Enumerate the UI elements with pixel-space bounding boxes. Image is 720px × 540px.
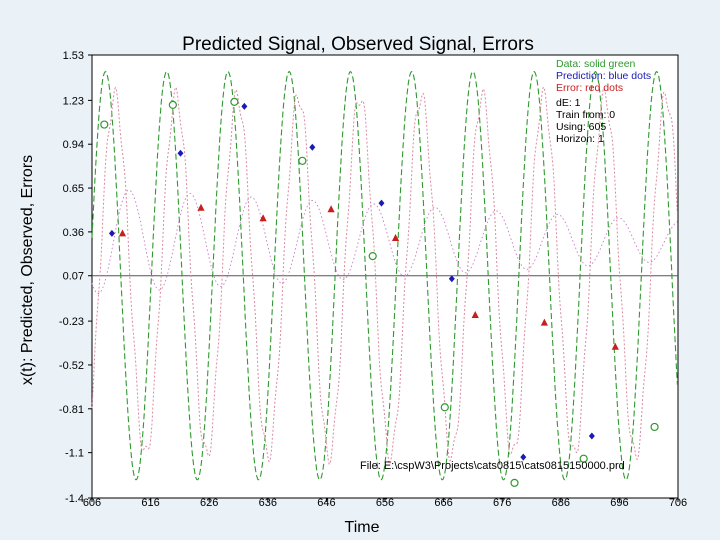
data-point: [579, 454, 588, 463]
y-tick-label: 1.23: [63, 95, 84, 107]
x-tick-label: 666: [434, 497, 452, 509]
data-point: [440, 403, 449, 412]
data-point: [100, 120, 109, 129]
data-point: [230, 97, 239, 106]
data-point: [298, 156, 307, 165]
data-point: [650, 422, 659, 432]
legend-entry: Error: red dots: [556, 82, 623, 94]
x-axis-label: Time: [345, 519, 380, 536]
info-line: Horizon: 1: [556, 133, 604, 145]
error-point: [197, 203, 205, 211]
y-tick-label: 0.07: [63, 271, 84, 283]
x-tick-label: 676: [493, 497, 511, 509]
chart-title: Predicted Signal, Observed Signal, Error…: [182, 34, 534, 55]
prediction-point: [108, 229, 115, 237]
info-line: dE: 1: [556, 97, 581, 109]
data-point: [368, 251, 377, 261]
error-point: [118, 229, 127, 237]
y-tick-label: -1.1: [65, 448, 84, 460]
prediction-point: [241, 102, 248, 110]
x-tick-label: 626: [200, 497, 218, 509]
x-tick-label: 616: [141, 497, 159, 509]
info-line: Train from: 0: [556, 109, 615, 121]
x-tick-label: 706: [669, 497, 687, 509]
x-tick-label: 646: [317, 497, 335, 509]
observed-signal-line: [91, 70, 678, 481]
x-tick-label: 656: [376, 497, 394, 509]
legend-entry: Prediction: blue dots: [556, 70, 651, 82]
data-point: [168, 100, 177, 109]
error-point: [471, 311, 479, 319]
prediction-point: [309, 143, 316, 151]
error-point: [540, 318, 548, 326]
y-tick-label: 0.36: [63, 227, 84, 239]
prediction-point: [378, 199, 385, 207]
error-point: [259, 214, 267, 222]
y-tick-label: -0.52: [59, 360, 84, 372]
x-tick-label: 636: [259, 497, 277, 509]
file-label: File: E:\cspW3\Projects\cats0815\cats081…: [360, 460, 625, 472]
y-tick-label: -0.23: [59, 316, 84, 328]
prediction-point: [520, 453, 527, 461]
data-point: [510, 478, 519, 487]
error-point: [391, 233, 400, 241]
y-axis-label: x(t): Predicted, Observed, Errors: [19, 155, 36, 385]
y-tick-label: -0.81: [59, 404, 84, 416]
x-tick-label: 606: [83, 497, 101, 509]
y-tick-label: 0.65: [63, 183, 84, 195]
y-tick-label: 0.94: [63, 139, 84, 151]
error-point: [327, 205, 335, 213]
prediction-point: [448, 275, 455, 283]
error-point: [611, 342, 619, 350]
legend-entry: Data: solid green: [556, 58, 636, 70]
y-tick-label: -1.4: [65, 493, 84, 505]
x-tick-label: 686: [552, 497, 570, 509]
prediction-point: [588, 432, 595, 440]
info-line: Using: 605: [556, 121, 606, 133]
y-tick-label: 1.53: [63, 50, 84, 62]
prediction-point: [177, 149, 184, 157]
x-tick-label: 696: [610, 497, 628, 509]
error-signal-line: [91, 189, 678, 294]
